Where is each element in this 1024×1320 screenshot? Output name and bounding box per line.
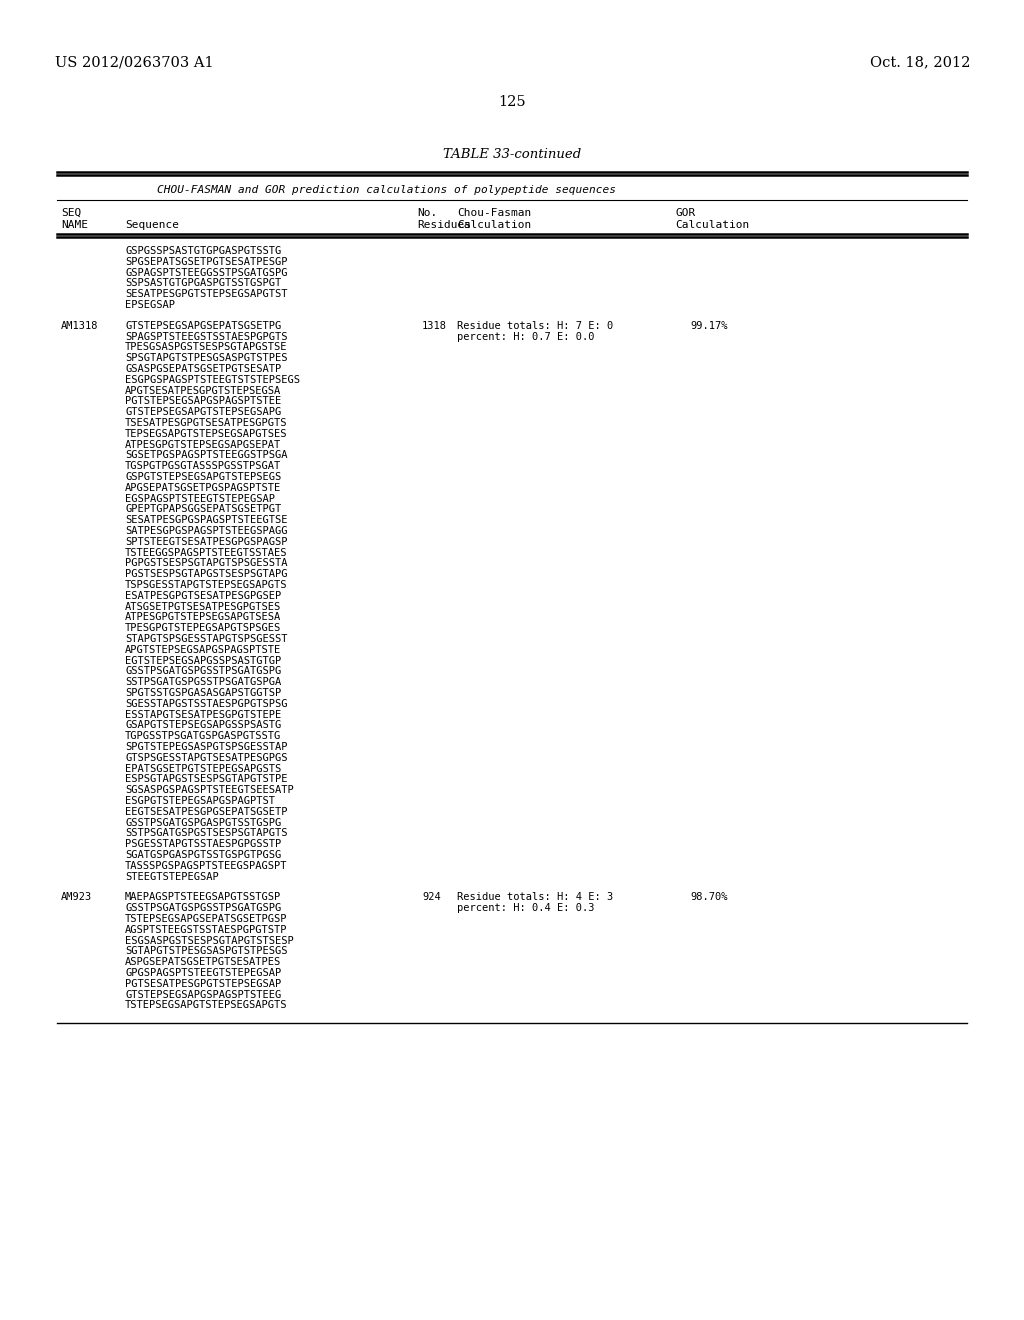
Text: ATSGSETPGTSESATPESGPGTSES: ATSGSETPGTSESATPESGPGTSES [125, 602, 282, 611]
Text: TGSPGTPGSGTASSSPGSSTPSGAT: TGSPGTPGSGTASSSPGSSTPSGAT [125, 461, 282, 471]
Text: GSSTPSGATGSPGSSTPSGATGSPG: GSSTPSGATGSPGSSTPSGATGSPG [125, 903, 282, 913]
Text: PGTSTEPSEGSAPGSPAGSPTSTEE: PGTSTEPSEGSAPGSPAGSPTSTEE [125, 396, 282, 407]
Text: TPESGPGTSTEPEGSAPGTSPSGES: TPESGPGTSTEPEGSAPGTSPSGES [125, 623, 282, 634]
Text: GTSTEPSEGSAPGSPAGSPTSTEEG: GTSTEPSEGSAPGSPAGSPTSTEEG [125, 990, 282, 999]
Text: AM923: AM923 [61, 892, 92, 903]
Text: TSTEPSEGSAPGSEPATSGSETPGSP: TSTEPSEGSAPGSEPATSGSETPGSP [125, 913, 288, 924]
Text: ATPESGPGTSTEPSEGSAPGTSESA: ATPESGPGTSTEPSEGSAPGTSESA [125, 612, 282, 623]
Text: ATPESGPGTSTEPSEGSAPGSEPAT: ATPESGPGTSTEPSEGSAPGSEPAT [125, 440, 282, 450]
Text: SGTAPGTSTPESGSASPGTSTPESGS: SGTAPGTSTPESGSASPGTSTPESGS [125, 946, 288, 957]
Text: PSGESSTAPGTSSTAESPGPGSSTP: PSGESSTAPGTSSTAESPGPGSSTP [125, 840, 282, 849]
Text: GTSPSGESSTAPGTSESATPESGPGS: GTSPSGESSTAPGTSESATPESGPGS [125, 752, 288, 763]
Text: SGESSTAPGSTSSTAESPGPGTSPSG: SGESSTAPGSTSSTAESPGPGTSPSG [125, 698, 288, 709]
Text: 99.17%: 99.17% [690, 321, 727, 331]
Text: GSPGTSTEPSEGSAPGTSTEPSEGS: GSPGTSTEPSEGSAPGTSTEPSEGS [125, 473, 282, 482]
Text: Calculation: Calculation [457, 220, 531, 230]
Text: percent: H: 0.7 E: 0.0: percent: H: 0.7 E: 0.0 [457, 331, 595, 342]
Text: Calculation: Calculation [675, 220, 750, 230]
Text: STEEGTSTEPEGSAP: STEEGTSTEPEGSAP [125, 871, 219, 882]
Text: 1318: 1318 [422, 321, 447, 331]
Text: SPGTSSTGSPGASASGAPSTGGTSP: SPGTSSTGSPGASASGAPSTGGTSP [125, 688, 282, 698]
Text: TASSSPGSPAGSPTSTEEGSPAGSPT: TASSSPGSPAGSPTSTEEGSPAGSPT [125, 861, 288, 871]
Text: SSPSASTGTGPGASPGTSSTGSPGT: SSPSASTGTGPGASPGTSSTGSPGT [125, 279, 282, 288]
Text: EPSEGSAP: EPSEGSAP [125, 300, 175, 310]
Text: EEGTSESATPESGPGSEPATSGSETP: EEGTSESATPESGPGSEPATSGSETP [125, 807, 288, 817]
Text: ESSTAPGTSESATPESGPGTSTEPE: ESSTAPGTSESATPESGPGTSTEPE [125, 710, 282, 719]
Text: SPGTSTEPEGSASPGTSPSGESSTAP: SPGTSTEPEGSASPGTSPSGESSTAP [125, 742, 288, 752]
Text: No.: No. [417, 209, 437, 218]
Text: SGSASPGSPAGSPTSTEEGTSEESATP: SGSASPGSPAGSPTSTEEGTSEESATP [125, 785, 294, 795]
Text: GOR: GOR [675, 209, 695, 218]
Text: SEQ: SEQ [61, 209, 81, 218]
Text: Oct. 18, 2012: Oct. 18, 2012 [869, 55, 970, 69]
Text: SPGSEPATSGSETPGTSESATPESGP: SPGSEPATSGSETPGTSESATPESGP [125, 257, 288, 267]
Text: GPGSPAGSPTSTEEGTSTEPEGSAP: GPGSPAGSPTSTEEGTSTEPEGSAP [125, 968, 282, 978]
Text: TSTEPSEGSAPGTSTEPSEGSAPGTS: TSTEPSEGSAPGTSTEPSEGSAPGTS [125, 1001, 288, 1010]
Text: SESATPESGPGTSTEPSEGSAPGTST: SESATPESGPGTSTEPSEGSAPGTST [125, 289, 288, 300]
Text: SATPESGPGSPAGSPTSTEEGSPAGG: SATPESGPGSPAGSPTSTEEGSPAGG [125, 525, 288, 536]
Text: PGSTSESPSGTAPGSTSESPSGTAPG: PGSTSESPSGTAPGSTSESPSGTAPG [125, 569, 288, 579]
Text: ESGPGSPAGSPTSTEEGTSTSTEPSEGS: ESGPGSPAGSPTSTEEGTSTSTEPSEGS [125, 375, 300, 385]
Text: percent: H: 0.4 E: 0.3: percent: H: 0.4 E: 0.3 [457, 903, 595, 913]
Text: TEPSEGSAPGTSTEPSEGSAPGTSES: TEPSEGSAPGTSTEPSEGSAPGTSES [125, 429, 288, 438]
Text: Residues: Residues [417, 220, 471, 230]
Text: ESATPESGPGTSESATPESGPGSEP: ESATPESGPGTSESATPESGPGSEP [125, 591, 282, 601]
Text: GSAPGTSTEPSEGSAPGSSPSASTG: GSAPGTSTEPSEGSAPGSSPSASTG [125, 721, 282, 730]
Text: SESATPESGPGSPAGSPTSTEEGTSE: SESATPESGPGSPAGSPTSTEEGTSE [125, 515, 288, 525]
Text: EGTSTEPSEGSAPGSSPSASTGTGP: EGTSTEPSEGSAPGSSPSASTGTGP [125, 656, 282, 665]
Text: MAEPAGSPTSTEEGSAPGTSSTGSP: MAEPAGSPTSTEEGSAPGTSSTGSP [125, 892, 282, 903]
Text: Chou-Fasman: Chou-Fasman [457, 209, 531, 218]
Text: TABLE 33-continued: TABLE 33-continued [442, 148, 582, 161]
Text: ESGSASPGSTSESPSGTAPGTSTSESP: ESGSASPGSTSESPSGTAPGTSTSESP [125, 936, 294, 945]
Text: TGPGSSTPSGATGSPGASPGTSSTG: TGPGSSTPSGATGSPGASPGTSSTG [125, 731, 282, 742]
Text: ESPSGTAPGSTSESPSGTAPGTSTPE: ESPSGTAPGSTSESPSGTAPGTSTPE [125, 775, 288, 784]
Text: SPSGTAPGTSTPESGSASPGTSTPES: SPSGTAPGTSTPESGSASPGTSTPES [125, 354, 288, 363]
Text: Sequence: Sequence [125, 220, 179, 230]
Text: SPAGSPTSTEEGSTSSTAESPGPGTS: SPAGSPTSTEEGSTSSTAESPGPGTS [125, 331, 288, 342]
Text: GSPAGSPTSTEEGGSSTPSGATGSPG: GSPAGSPTSTEEGGSSTPSGATGSPG [125, 268, 288, 277]
Text: AM1318: AM1318 [61, 321, 98, 331]
Text: GTSTEPSEGSAPGTSTEPSEGSAPG: GTSTEPSEGSAPGTSTEPSEGSAPG [125, 407, 282, 417]
Text: NAME: NAME [61, 220, 88, 230]
Text: APGSEPATSGSETPGSPAGSPTSTE: APGSEPATSGSETPGSPAGSPTSTE [125, 483, 282, 492]
Text: PGTSESATPESGPGTSTEPSEGSAP: PGTSESATPESGPGTSTEPSEGSAP [125, 979, 282, 989]
Text: TSPSGESSTAPGTSTEPSEGSAPGTS: TSPSGESSTAPGTSTEPSEGSAPGTS [125, 579, 288, 590]
Text: APGTSESATPESGPGTSTEPSEGSA: APGTSESATPESGPGTSTEPSEGSA [125, 385, 282, 396]
Text: AGSPTSTEEGSTSSTAESPGPGTSTP: AGSPTSTEEGSTSSTAESPGPGTSTP [125, 925, 288, 935]
Text: SGSETPGSPAGSPTSTEEGGSTPSGA: SGSETPGSPAGSPTSTEEGGSTPSGA [125, 450, 288, 461]
Text: GSSTPSGATGSPGSSTPSGATGSPG: GSSTPSGATGSPGSSTPSGATGSPG [125, 667, 282, 676]
Text: SPTSTEEGTSESATPESGPGSPAGSP: SPTSTEEGTSESATPESGPGSPAGSP [125, 537, 288, 546]
Text: APGTSTEPSEGSAPGSPAGSPTSTE: APGTSTEPSEGSAPGSPAGSPTSTE [125, 644, 282, 655]
Text: ESGPGTSTEPEGSAPGSPAGPTST: ESGPGTSTEPEGSAPGSPAGPTST [125, 796, 275, 807]
Text: PGPGSTSESPSGTAPGTSPSGESSTA: PGPGSTSESPSGTAPGTSPSGESSTA [125, 558, 288, 569]
Text: TSESATPESGPGTSESATPESGPGTS: TSESATPESGPGTSESATPESGPGTS [125, 418, 288, 428]
Text: TPESGSASPGSTSESPSGTAPGSTSE: TPESGSASPGSTSESPSGTAPGSTSE [125, 342, 288, 352]
Text: GSSTPSGATGSPGASPGTSSTGSPG: GSSTPSGATGSPGASPGTSSTGSPG [125, 817, 282, 828]
Text: ASPGSEPATSGSETPGTSESATPES: ASPGSEPATSGSETPGTSESATPES [125, 957, 282, 968]
Text: SGATGSPGASPGTSSTGSPGTPGSG: SGATGSPGASPGTSSTGSPGTPGSG [125, 850, 282, 861]
Text: GSPGSSPSASTGTGPGASPGTSSTG: GSPGSSPSASTGTGPGASPGTSSTG [125, 246, 282, 256]
Text: GTSTEPSEGSAPGSEPATSGSETPG: GTSTEPSEGSAPGSEPATSGSETPG [125, 321, 282, 331]
Text: 98.70%: 98.70% [690, 892, 727, 903]
Text: GPEPTGPAPSGGSEPATSGSETPGT: GPEPTGPAPSGGSEPATSGSETPGT [125, 504, 282, 515]
Text: Residue totals: H: 4 E: 3: Residue totals: H: 4 E: 3 [457, 892, 613, 903]
Text: EPATSGSETPGTSTEPEGSAPGSTS: EPATSGSETPGTSTEPEGSAPGSTS [125, 763, 282, 774]
Text: US 2012/0263703 A1: US 2012/0263703 A1 [55, 55, 214, 69]
Text: SSTPSGATGSPGSSTPSGATGSPGA: SSTPSGATGSPGSSTPSGATGSPGA [125, 677, 282, 688]
Text: GSASPGSEPATSGSETPGTSESATP: GSASPGSEPATSGSETPGTSESATP [125, 364, 282, 374]
Text: STAPGTSPSGESSTAPGTSPSGESST: STAPGTSPSGESSTAPGTSPSGESST [125, 634, 288, 644]
Text: CHOU-FASMAN and GOR prediction calculations of polypeptide sequences: CHOU-FASMAN and GOR prediction calculati… [157, 185, 616, 195]
Text: SSTPSGATGSPGSTSESPSGTAPGTS: SSTPSGATGSPGSTSESPSGTAPGTS [125, 829, 288, 838]
Text: 125: 125 [499, 95, 525, 110]
Text: Residue totals: H: 7 E: 0: Residue totals: H: 7 E: 0 [457, 321, 613, 331]
Text: TSTEEGGSPAGSPTSTEEGTSSTAES: TSTEEGGSPAGSPTSTEEGTSSTAES [125, 548, 288, 557]
Text: 924: 924 [422, 892, 440, 903]
Text: EGSPAGSPTSTEEGTSTEPEGSAP: EGSPAGSPTSTEEGTSTEPEGSAP [125, 494, 275, 504]
